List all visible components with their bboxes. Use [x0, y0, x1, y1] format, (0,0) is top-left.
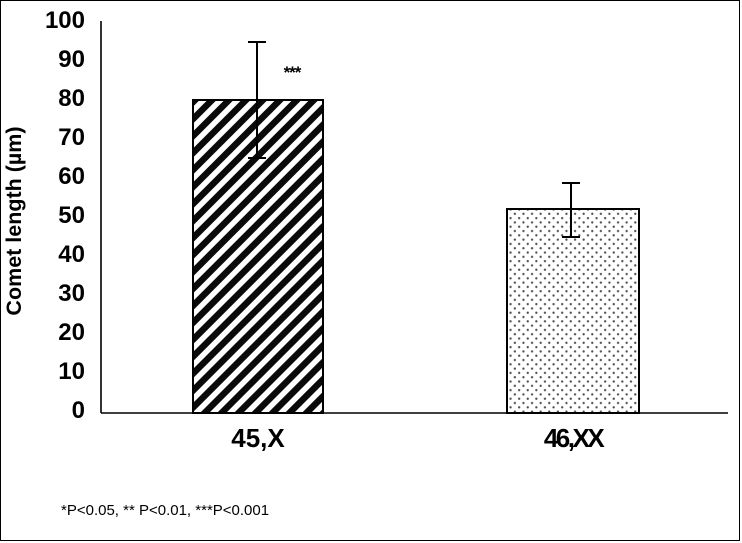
svg-text:20: 20 [58, 319, 85, 346]
svg-text:50: 50 [58, 202, 85, 229]
svg-text:Comet length (µm): Comet length (µm) [2, 126, 26, 315]
svg-text:60: 60 [58, 163, 85, 190]
svg-text:90: 90 [58, 46, 85, 73]
svg-text:46,XX: 46,XX [544, 423, 605, 453]
svg-text:40: 40 [58, 241, 85, 268]
svg-text:80: 80 [58, 85, 85, 112]
svg-text:70: 70 [58, 124, 85, 151]
svg-text:30: 30 [58, 280, 85, 307]
svg-text:100: 100 [45, 7, 85, 34]
svg-text:*P<0.05, ** P<0.01, ***P<0.001: *P<0.05, ** P<0.01, ***P<0.001 [61, 502, 269, 519]
svg-text:***: *** [284, 63, 302, 82]
svg-text:10: 10 [58, 358, 85, 385]
svg-text:0: 0 [72, 397, 85, 424]
svg-text:45,X: 45,X [231, 423, 285, 453]
